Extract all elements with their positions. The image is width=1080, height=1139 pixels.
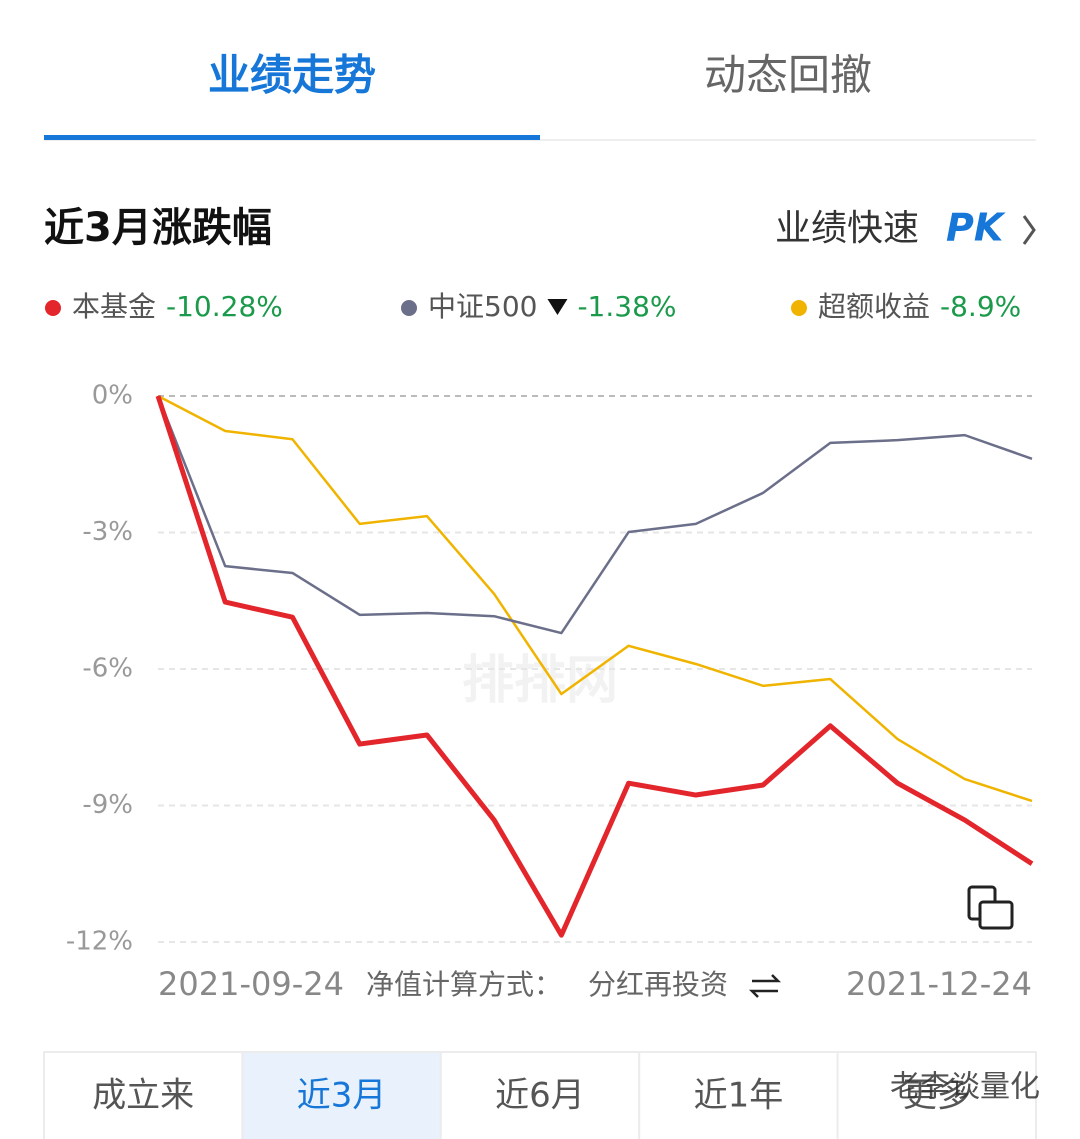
line [156, 395, 1033, 635]
legend-dot [45, 300, 61, 316]
legend-name: 本基金 [72, 290, 156, 323]
range-tab[interactable]: 近6月 [495, 1076, 585, 1116]
legend-value: -1.38% [577, 290, 676, 323]
legend-value: -8.9% [940, 290, 1021, 323]
section-title: 近3月涨跌幅 [44, 205, 272, 251]
tab[interactable]: 业绩走势 [208, 51, 376, 100]
y-tick-label: -3% [82, 517, 133, 547]
legend-dot [401, 300, 417, 316]
y-tick-label: -6% [82, 654, 133, 684]
y-tick-label: 0% [92, 381, 133, 411]
legend-name: 中证500 [428, 290, 537, 323]
legend-value: -10.28% [166, 290, 283, 323]
x-tick-label: 2021-09-24 [158, 965, 344, 1003]
legend-name: 超额收益 [818, 290, 930, 323]
range-tab-bg [836, 1051, 1037, 1139]
range-tab[interactable]: 更多 [903, 1076, 971, 1116]
pk[interactable]: PK [946, 206, 1006, 250]
y-tick-label: -12% [66, 927, 133, 957]
method[interactable]: 分红再投资 [588, 968, 728, 1001]
swap-icon [748, 974, 782, 998]
range-tab-bg [241, 1051, 442, 1139]
range-tab[interactable]: 近3月 [297, 1076, 387, 1116]
line [155, 395, 1034, 938]
tab-underline [44, 135, 540, 140]
down-triangle [547, 299, 568, 315]
range-tab[interactable]: 近1年 [694, 1076, 784, 1116]
share-icon[interactable] [967, 885, 1014, 930]
y-tick-label: -9% [82, 790, 133, 820]
chevron [1022, 215, 1036, 245]
line [157, 394, 1033, 803]
tab[interactable]: 动态回撤 [704, 51, 872, 100]
range-tab-bg [439, 1051, 641, 1139]
pk-label[interactable]: 业绩快速 [775, 208, 919, 249]
x-tick-label: 2021-12-24 [846, 965, 1032, 1003]
method-label: 净值计算方式： [366, 968, 562, 1001]
icon-part [978, 900, 1014, 930]
range-tab-bg [638, 1051, 839, 1139]
legend-dot [791, 300, 807, 316]
range-tab-bg [43, 1051, 244, 1139]
watermark: 老李谈量化 [890, 1070, 1040, 1105]
range-tab[interactable]: 成立来 [92, 1076, 194, 1116]
